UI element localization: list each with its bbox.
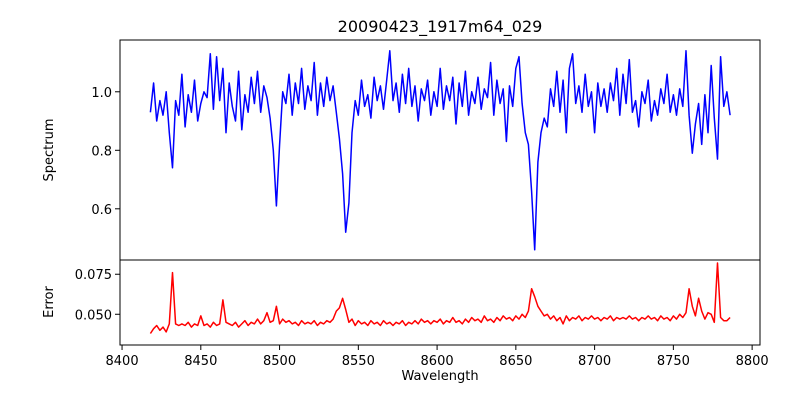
spectrum-y-axis-label: Spectrum	[42, 119, 57, 182]
x-tick-label: 8750	[657, 354, 690, 369]
spectrum-y-tick-label: 0.8	[91, 144, 112, 159]
error-y-tick-label: 0.075	[75, 268, 112, 283]
x-tick-label: 8800	[736, 354, 769, 369]
error-y-axis-label: Error	[42, 286, 57, 318]
x-tick-label: 8700	[578, 354, 611, 369]
x-tick-label: 8400	[106, 354, 139, 369]
spectrum-y-tick-label: 0.6	[91, 203, 112, 218]
spectrum-y-tick-label: 1.0	[91, 86, 112, 101]
error-panel: 0.050 0.075 8400 8450 8500 8550 8600 8650 8700 87…	[75, 259, 769, 369]
x-axis-label: Wavelength	[401, 369, 478, 384]
x-tick-label: 8450	[184, 354, 217, 369]
plot-panels: 0.6 0.8 1.0 0.050 0.075 8400 8450 8500 8550 8600 8…	[75, 39, 769, 369]
spectrum-panel: 0.6 0.8 1.0	[91, 39, 761, 261]
x-tick-label: 8550	[342, 354, 375, 369]
chart-title: 20090423_1917m64_029	[338, 17, 543, 37]
error-line	[149, 262, 731, 334]
error-axes-frame	[119, 259, 761, 346]
spectrum-line	[149, 50, 731, 251]
x-tick-label: 8500	[263, 354, 296, 369]
x-tick-label: 8650	[499, 354, 532, 369]
error-y-tick-label: 0.050	[75, 308, 112, 323]
x-tick-label: 8600	[421, 354, 454, 369]
